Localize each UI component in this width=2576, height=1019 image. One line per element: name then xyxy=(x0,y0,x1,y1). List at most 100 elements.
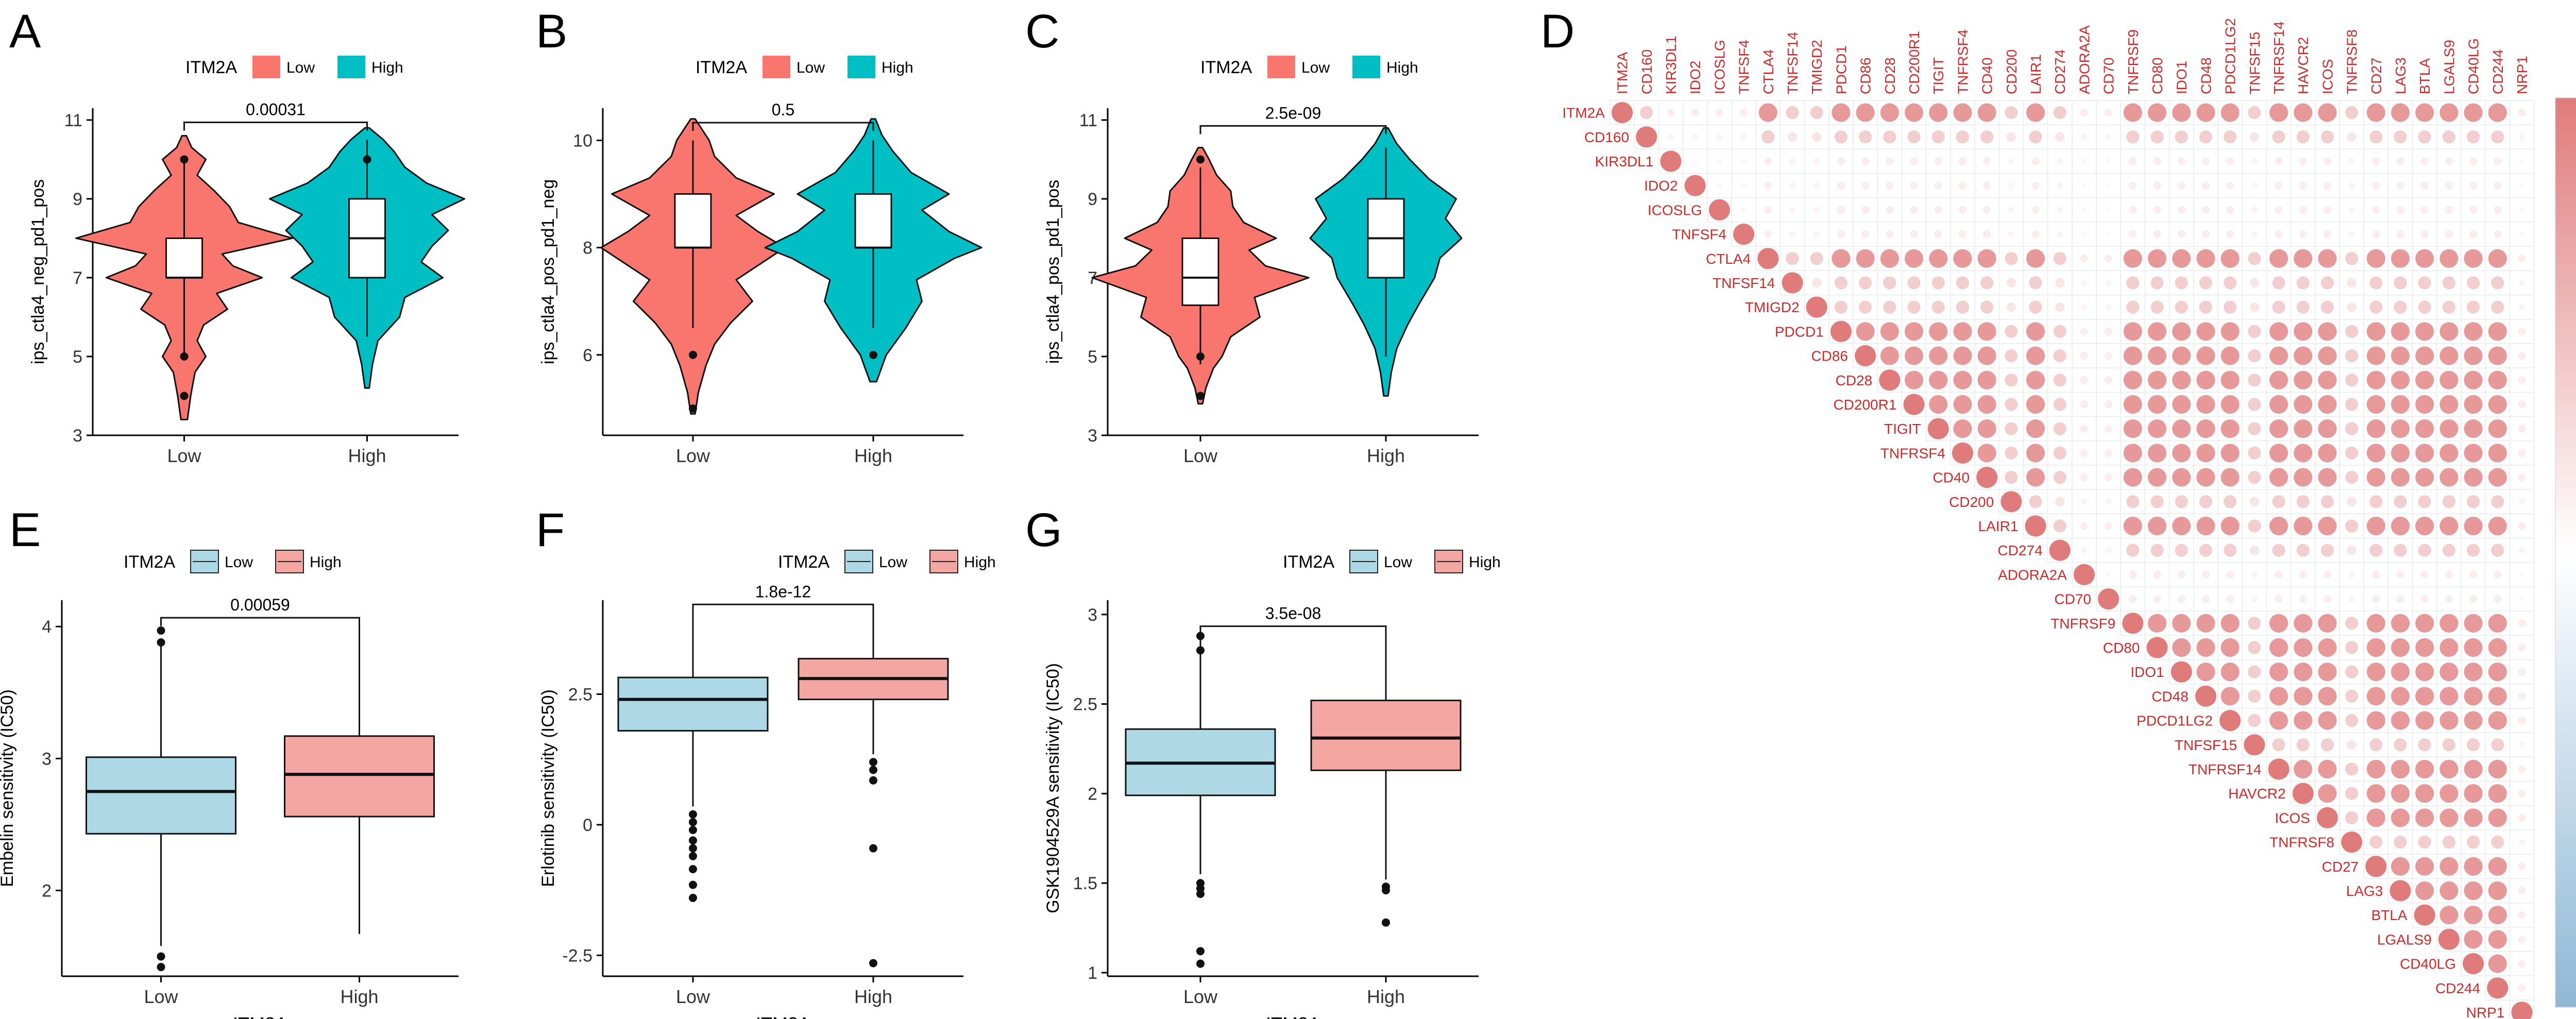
correlation-dot xyxy=(2518,400,2526,409)
correlation-dot xyxy=(2248,446,2261,460)
y-tick-label: -2.5 xyxy=(562,946,592,965)
correlation-dot xyxy=(2177,230,2185,239)
correlation-dot xyxy=(2269,444,2289,463)
correlation-dot xyxy=(2320,738,2334,752)
outlier-point xyxy=(1196,352,1205,361)
correlation-dot xyxy=(1861,157,1870,165)
correlation-dot xyxy=(2439,249,2459,268)
correlation-dot xyxy=(2467,738,2480,752)
correlation-dot xyxy=(2488,322,2507,341)
correlation-dot xyxy=(1789,158,1796,165)
correlation-dot xyxy=(2248,617,2261,630)
correlation-dot xyxy=(2491,300,2504,314)
correlation-dot xyxy=(2129,157,2137,165)
outlier-point xyxy=(363,155,371,164)
correlation-dot xyxy=(2053,422,2066,435)
correlation-dot xyxy=(2464,711,2483,730)
correlation-dot xyxy=(2081,207,2087,213)
row-label: CD86 xyxy=(1811,348,1848,364)
correlation-dot xyxy=(2201,570,2210,579)
correlation-dot xyxy=(1855,345,1876,367)
correlation-dot xyxy=(2249,278,2259,288)
correlation-dot xyxy=(2248,471,2261,484)
y-tick-label: 9 xyxy=(73,190,82,209)
correlation-dot xyxy=(1977,444,1996,463)
correlation-dot xyxy=(1717,158,1722,164)
correlation-dot xyxy=(1830,320,1852,343)
correlation-dot xyxy=(2296,130,2310,144)
correlation-dot xyxy=(2366,687,2385,706)
correlation-dot xyxy=(2294,346,2313,365)
correlation-dot xyxy=(2439,395,2459,414)
correlation-dot xyxy=(2391,419,2410,438)
correlation-dot xyxy=(2372,181,2380,190)
correlation-dot xyxy=(2106,158,2111,164)
box-high xyxy=(854,193,892,249)
correlation-dot xyxy=(2201,230,2210,239)
column-label: CD70 xyxy=(2101,57,2117,94)
correlation-dot xyxy=(2081,158,2087,164)
correlation-dot xyxy=(2345,617,2359,630)
correlation-dot xyxy=(2469,595,2478,603)
correlation-dot xyxy=(2248,373,2261,387)
correlation-dot xyxy=(2369,300,2383,314)
correlation-dot xyxy=(1904,346,1924,365)
correlation-dot xyxy=(2249,132,2259,142)
correlation-dot xyxy=(2221,687,2240,706)
correlation-dot xyxy=(2488,687,2507,706)
x-tick-label: High xyxy=(854,445,892,466)
correlation-dot xyxy=(2318,784,2337,803)
correlation-dot xyxy=(1660,150,1682,172)
correlation-dot xyxy=(2098,588,2120,610)
outlier-point xyxy=(689,852,697,860)
column-label: TNFRSF4 xyxy=(1955,29,1971,94)
correlation-dot xyxy=(2196,468,2215,487)
outlier-point xyxy=(689,893,697,902)
correlation-dot xyxy=(2026,103,2045,122)
correlation-dot xyxy=(2439,857,2459,876)
outlier-point xyxy=(689,865,697,874)
correlation-dot xyxy=(2123,370,2142,389)
column-label: CD40 xyxy=(1979,57,1995,94)
outlier-point xyxy=(180,155,189,164)
correlation-dot xyxy=(2415,249,2434,268)
correlation-dot xyxy=(2147,249,2167,268)
correlation-dot xyxy=(2323,206,2332,214)
correlation-dot xyxy=(2221,663,2240,682)
correlation-dot xyxy=(2365,856,2387,877)
correlation-dot xyxy=(2445,595,2453,603)
correlation-dot xyxy=(2269,638,2289,657)
correlation-dot xyxy=(2494,157,2502,165)
correlation-dot xyxy=(2518,327,2526,336)
panel-letter-b: B xyxy=(536,5,567,58)
correlation-dot xyxy=(2345,373,2359,387)
correlation-dot xyxy=(2172,346,2191,365)
correlation-dot xyxy=(2415,419,2434,438)
correlation-dot xyxy=(2518,716,2526,725)
correlation-dot xyxy=(2348,158,2355,165)
correlation-dot xyxy=(2196,395,2215,414)
correlation-dot xyxy=(2029,276,2042,290)
correlation-dot xyxy=(2415,687,2434,706)
outlier-point xyxy=(689,880,697,889)
y-tick-label: 3 xyxy=(42,749,52,769)
correlation-dot xyxy=(2080,473,2089,482)
correlation-dot xyxy=(2518,789,2526,797)
correlation-dot xyxy=(2196,346,2215,365)
p-value-label: 1.8e-12 xyxy=(755,582,811,601)
correlation-dot xyxy=(1717,183,1722,189)
correlation-dot xyxy=(2488,468,2507,487)
correlation-dot xyxy=(2464,444,2483,463)
correlation-dot xyxy=(2487,977,2509,999)
correlation-dot xyxy=(2439,638,2459,657)
correlation-dot xyxy=(2391,516,2410,536)
significance-bracket xyxy=(1199,625,1387,635)
correlation-dot xyxy=(2467,276,2480,290)
correlation-dot xyxy=(2348,231,2355,237)
correlation-dot xyxy=(2469,570,2478,579)
correlation-dot xyxy=(2396,206,2404,214)
correlation-dot xyxy=(2269,419,2289,438)
correlation-dot xyxy=(2518,304,2526,311)
correlation-dot xyxy=(2073,564,2095,585)
correlation-dot xyxy=(1931,276,1945,290)
